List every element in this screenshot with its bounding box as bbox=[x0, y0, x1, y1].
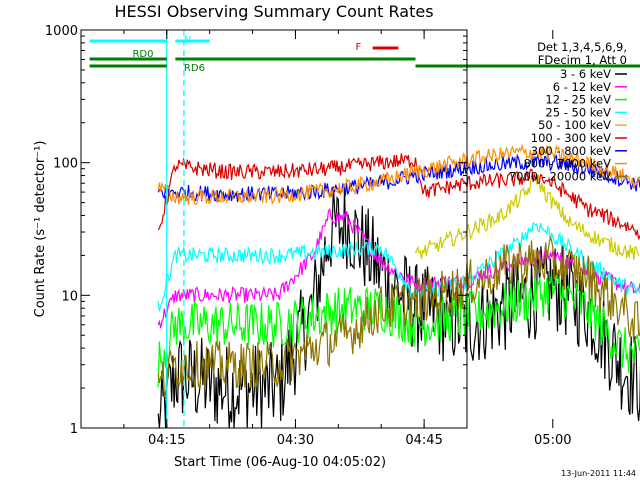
legend-header-line: FDecim 1, Att 0 bbox=[538, 53, 627, 67]
legend-entry-label: 12 - 25 keV bbox=[545, 93, 611, 107]
flag-rd6-label: RD6 bbox=[184, 63, 205, 74]
x-tick-label: 05:00 bbox=[534, 433, 571, 448]
y-tick-label: 1 bbox=[70, 422, 78, 437]
series-line-7 bbox=[157, 143, 640, 206]
legend-entry-label: 800 - 7000 keV bbox=[523, 157, 611, 171]
legend-entry-label: 50 - 100 keV bbox=[538, 118, 611, 132]
legend-entry-label: 6 - 12 keV bbox=[553, 80, 611, 94]
flag-f-label: F bbox=[355, 42, 361, 53]
series-line-8 bbox=[157, 235, 640, 397]
x-axis-label: Start Time (06-Aug-10 04:05:02) bbox=[174, 455, 386, 470]
legend-entry-label: 3 - 6 keV bbox=[560, 67, 611, 81]
flag-rd0-label: RD0 bbox=[132, 49, 153, 60]
y-tick-label: 1000 bbox=[45, 24, 78, 39]
timestamp: 13-Jun-2011 11:44 bbox=[561, 469, 636, 478]
legend-header-line: Det 1,3,4,5,6,9, bbox=[537, 40, 627, 54]
legend-entry-label: 100 - 300 keV bbox=[531, 131, 611, 145]
series-line-3 bbox=[157, 221, 640, 312]
series-line-2 bbox=[157, 271, 640, 388]
plot-frame bbox=[80, 29, 468, 429]
x-tick-label: 04:30 bbox=[277, 433, 314, 448]
y-axis-label: Count Rate (s⁻¹ detector⁻¹) bbox=[33, 141, 48, 318]
legend-entry-label: 300 - 800 keV bbox=[531, 144, 611, 158]
chart-title: HESSI Observing Summary Count Rates bbox=[114, 2, 433, 21]
legend-entry-label: 7000 - 20000 keV bbox=[509, 169, 611, 183]
flag-n-label: N bbox=[184, 35, 191, 46]
y-tick-label: 100 bbox=[53, 157, 78, 172]
series-line-4 bbox=[414, 174, 640, 261]
y-tick-label: 10 bbox=[61, 289, 78, 304]
series-line-6 bbox=[157, 153, 640, 203]
legend-entry-label: 25 - 50 keV bbox=[545, 105, 611, 119]
series-line-5 bbox=[157, 153, 640, 240]
x-tick-label: 04:15 bbox=[148, 433, 185, 448]
x-tick-label: 04:45 bbox=[405, 433, 442, 448]
